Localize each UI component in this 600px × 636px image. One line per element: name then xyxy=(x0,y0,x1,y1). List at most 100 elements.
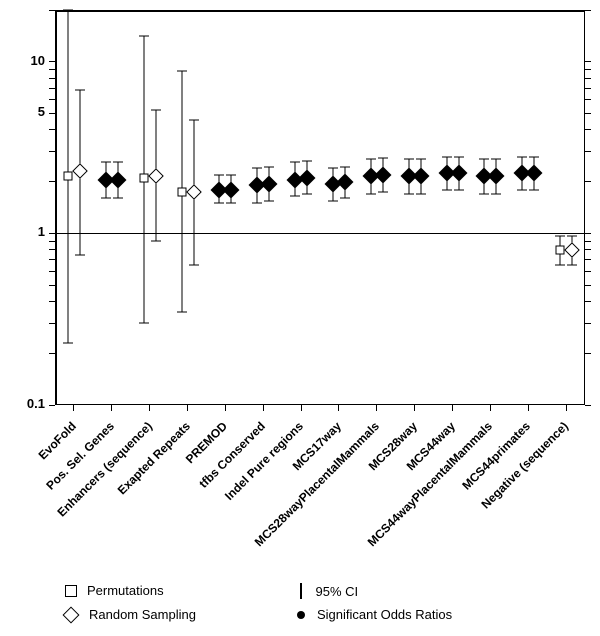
y-tick xyxy=(49,113,55,114)
y-tick-label: 10 xyxy=(31,53,45,68)
errorbar-cap xyxy=(151,110,161,111)
errorbar-cap xyxy=(63,10,73,11)
errorbar-cap xyxy=(139,35,149,36)
data-marker xyxy=(488,168,505,185)
dot-icon xyxy=(297,611,305,619)
data-marker xyxy=(374,166,391,183)
errorbar-cap xyxy=(491,159,501,160)
y-tick-right xyxy=(585,271,591,272)
y-tick-label: 5 xyxy=(38,104,45,119)
y-tick xyxy=(49,151,55,152)
data-marker xyxy=(261,175,278,192)
y-axis-line xyxy=(55,10,57,405)
y-tick-right xyxy=(585,88,591,89)
errorbar-cap xyxy=(328,168,338,169)
y-tick xyxy=(49,69,55,70)
errorbar-cap xyxy=(290,162,300,163)
data-marker xyxy=(72,163,88,179)
x-tick xyxy=(111,405,112,411)
errorbar-cap xyxy=(454,189,464,190)
bar-icon xyxy=(300,583,302,599)
y-tick xyxy=(49,353,55,354)
y-tick xyxy=(49,88,55,89)
y-tick-right xyxy=(585,61,591,62)
legend-item-random-sampling: Random Sampling xyxy=(65,607,196,622)
y-tick xyxy=(49,10,55,11)
y-tick-right xyxy=(585,259,591,260)
legend-item-ci: 95% CI xyxy=(295,583,358,599)
errorbar-cap xyxy=(75,90,85,91)
data-marker xyxy=(299,170,316,187)
plot-area xyxy=(55,10,585,405)
errorbar-cap xyxy=(139,323,149,324)
errorbar-cap xyxy=(302,193,312,194)
x-tick xyxy=(225,405,226,411)
y-tick xyxy=(49,61,55,62)
errorbar-cap xyxy=(340,198,350,199)
x-tick xyxy=(149,405,150,411)
errorbar-cap xyxy=(101,198,111,199)
x-tick xyxy=(452,405,453,411)
legend-label: Random Sampling xyxy=(89,607,196,622)
errorbar-cap xyxy=(252,203,262,204)
y-tick-label: 1 xyxy=(38,224,45,239)
x-tick xyxy=(414,405,415,411)
y-tick xyxy=(49,271,55,272)
errorbar-cap xyxy=(479,159,489,160)
errorbar-cap xyxy=(442,189,452,190)
errorbar-cap xyxy=(101,162,111,163)
y-tick xyxy=(49,78,55,79)
errorbar-cap xyxy=(517,189,527,190)
y-tick-right xyxy=(585,249,591,250)
x-tick xyxy=(301,405,302,411)
errorbar-cap xyxy=(404,193,414,194)
errorbar-cap xyxy=(264,166,274,167)
x-tick xyxy=(187,405,188,411)
errorbar-cap xyxy=(529,156,539,157)
y-tick-right xyxy=(585,353,591,354)
y-tick xyxy=(49,259,55,260)
y-tick xyxy=(49,323,55,324)
x-tick xyxy=(263,405,264,411)
errorbar-cap xyxy=(340,166,350,167)
errorbar-cap xyxy=(151,241,161,242)
x-tick xyxy=(376,405,377,411)
errorbar-cap xyxy=(63,342,73,343)
errorbar-cap xyxy=(442,156,452,157)
data-marker xyxy=(526,164,543,181)
errorbar-cap xyxy=(113,198,123,199)
errorbar-cap xyxy=(416,193,426,194)
y-tick xyxy=(49,285,55,286)
figure: Permutations Random Sampling 95% CI Sign… xyxy=(0,0,600,636)
y-tick-right xyxy=(585,241,591,242)
data-marker xyxy=(109,171,126,188)
y-tick xyxy=(49,241,55,242)
data-marker xyxy=(336,173,353,190)
y-tick xyxy=(49,405,55,406)
y-tick xyxy=(49,181,55,182)
errorbar-cap xyxy=(555,265,565,266)
x-tick xyxy=(566,405,567,411)
errorbar-cap xyxy=(366,193,376,194)
errorbar-cap xyxy=(226,174,236,175)
y-tick-right xyxy=(585,233,591,234)
y-tick-right xyxy=(585,129,591,130)
errorbar-cap xyxy=(264,200,274,201)
legend-label: Significant Odds Ratios xyxy=(317,607,452,622)
errorbar-cap xyxy=(517,156,527,157)
y-tick-right xyxy=(585,69,591,70)
y-tick xyxy=(49,129,55,130)
errorbar-cap xyxy=(189,119,199,120)
y-tick-right xyxy=(585,113,591,114)
y-tick-right xyxy=(585,301,591,302)
errorbar-cap xyxy=(177,71,187,72)
diamond-icon xyxy=(63,606,80,623)
y-tick xyxy=(49,301,55,302)
data-marker xyxy=(148,168,164,184)
errorbar-cap xyxy=(567,265,577,266)
x-tick xyxy=(338,405,339,411)
y-tick xyxy=(49,249,55,250)
errorbar-cap xyxy=(378,191,388,192)
y-tick xyxy=(49,99,55,100)
x-axis-line xyxy=(55,404,585,406)
